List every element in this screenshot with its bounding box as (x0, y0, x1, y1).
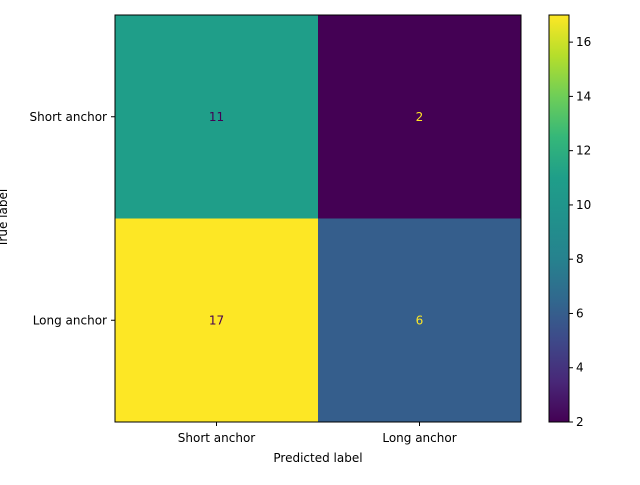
colorbar-tick-label: 4 (576, 361, 584, 375)
matrix-cell (115, 218, 319, 423)
colorbar-tick-label: 2 (576, 415, 584, 429)
matrix-cells (115, 15, 522, 423)
colorbar-tick-label: 14 (576, 89, 591, 103)
colorbar-gradient (548, 14, 570, 423)
x-axis-label: Predicted label (273, 451, 362, 465)
matrix-cell (318, 15, 522, 219)
plot-frame (114, 14, 522, 423)
y-axis-label: True label (0, 189, 10, 248)
colorbar-tick-label: 16 (576, 35, 591, 49)
x-tick-label: Short anchor (178, 431, 256, 445)
colorbar-tick-label: 6 (576, 306, 584, 320)
cell-value-label: 2 (416, 110, 424, 124)
x-tick-label: Long anchor (382, 431, 456, 445)
colorbar: 2 4 6 8 10 12 14 16 (548, 14, 591, 429)
cell-value-label: 6 (416, 313, 424, 327)
matrix-cell-labels: 11 2 17 6 (209, 110, 423, 328)
colorbar-tick-label: 8 (576, 252, 584, 266)
x-axis: Short anchor Long anchor (178, 422, 457, 445)
y-tick-label: Short anchor (30, 110, 108, 124)
colorbar-tick-label: 10 (576, 198, 591, 212)
matrix-cell (115, 15, 319, 219)
y-axis: Short anchor Long anchor (30, 110, 115, 327)
y-tick-label: Long anchor (33, 313, 107, 327)
matrix-cell (318, 218, 522, 423)
cell-value-label: 11 (209, 110, 224, 124)
cell-value-label: 17 (209, 313, 224, 327)
colorbar-tick-label: 12 (576, 144, 591, 158)
